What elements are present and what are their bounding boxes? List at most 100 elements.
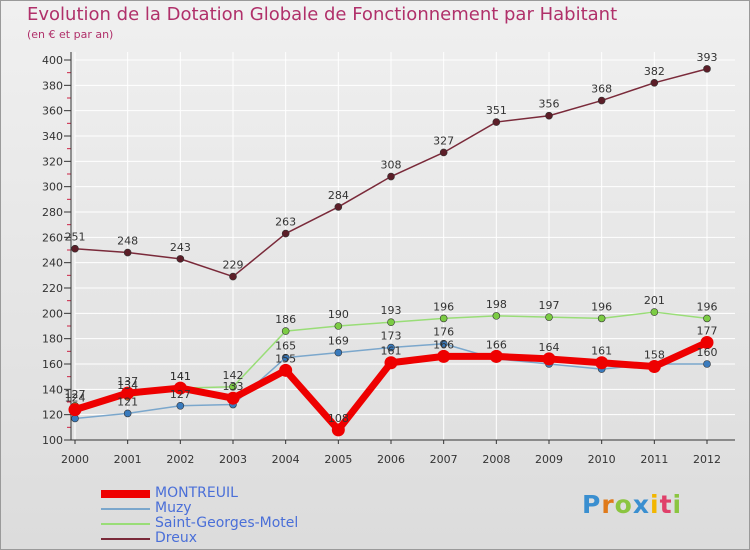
data-label-montreuil-2011: 158 [644,349,665,362]
point-dreux-2004 [281,229,290,238]
data-label-saint-georges-motel-2012: 196 [697,300,718,313]
point-dreux-2000 [71,244,79,253]
data-label-saint-georges-motel-2010: 196 [591,300,612,313]
logo-letter: i [672,490,683,519]
data-label-saint-georges-motel-2002: 141 [170,370,191,383]
point-saint-georges-motel-2008 [492,312,501,320]
data-label-montreuil-2009: 164 [539,341,560,354]
point-montreuil-2002 [173,381,187,395]
data-label-montreuil-2005: 108 [328,412,349,425]
point-montreuil-2004 [279,363,293,377]
data-labels: 251 248 243 229 263 284 308 327 351 356 368 382 393 1… [65,51,718,425]
point-saint-georges-motel-2007 [439,314,448,323]
logo-letter: x [632,490,650,519]
legend-item-muzy: Muzy [100,500,400,516]
data-label-montreuil-2012: 177 [697,324,718,337]
point-montreuil-2005 [331,423,345,437]
y-tick-label: 160 [42,358,63,371]
legend-swatch-dreux [101,538,150,540]
point-montreuil-2011 [647,360,661,374]
point-montreuil-2006 [384,356,398,370]
point-saint-georges-motel-2009 [545,313,553,321]
data-label-dreux-2006: 308 [381,159,402,172]
data-label-saint-georges-motel-2006: 193 [381,304,402,317]
legend-swatch-muzy [101,508,150,510]
legend-label-saint-georges-motel: Saint-Georges-Motel [155,515,299,531]
point-muzy-2005 [334,348,343,357]
point-montreuil-2003 [226,391,240,405]
y-tick-label: 120 [42,409,63,422]
data-label-muzy-2012: 160 [697,346,718,359]
data-label-muzy-2006: 173 [381,330,402,343]
x-tick-label: 2005 [324,453,352,466]
point-dreux-2009 [545,111,553,120]
y-tick-label: 300 [42,181,63,194]
chart-title: Evolution de la Dotation Globale de Fonc… [27,4,618,25]
legend-swatch-saint-georges-motel [101,523,150,525]
point-saint-georges-motel-2012 [703,314,711,323]
point-montreuil-2007 [437,349,451,363]
data-label-saint-georges-motel-2003: 142 [223,369,244,382]
legend-label-montreuil: MONTREUIL [155,485,238,501]
x-tick-label: 2009 [535,453,563,466]
point-dreux-2008 [492,118,501,126]
x-tick-label: 2002 [166,453,194,466]
y-tick-label: 340 [42,130,63,143]
point-dreux-2002 [176,255,185,263]
point-montreuil-2000 [68,403,82,417]
point-dreux-2005 [334,203,343,211]
chart-subtitle: (en € et par an) [27,28,114,41]
legend: MONTREUIL Muzy Saint-Georges-Motel Dreux [100,485,400,546]
data-label-saint-georges-motel-2001: 134 [117,379,138,392]
point-saint-georges-motel-2004 [281,327,290,335]
series-lines [68,65,714,437]
logo-letter: o [614,490,633,519]
x-tick-label: 2011 [640,453,668,466]
legend-label-dreux: Dreux [155,530,197,546]
y-tick-label: 100 [42,434,63,447]
point-dreux-2011 [650,79,659,87]
x-tick-label: 2001 [114,453,142,466]
data-label-saint-georges-motel-2008: 198 [486,298,507,311]
data-label-dreux-2010: 368 [591,83,612,96]
data-label-saint-georges-motel-2009: 197 [539,299,560,312]
data-label-saint-georges-motel-2004: 186 [275,313,296,326]
y-tick-label: 240 [42,257,63,270]
point-muzy-2001 [123,409,132,418]
y-tick-label: 280 [42,206,63,219]
data-label-dreux-2001: 248 [117,235,138,248]
y-tick-label: 260 [42,231,63,244]
data-label-dreux-2008: 351 [486,104,507,117]
data-label-dreux-2012: 393 [697,51,718,64]
data-label-montreuil-2001: 137 [117,375,138,388]
y-tick-label: 360 [42,105,63,118]
data-label-dreux-2000: 251 [65,231,86,244]
point-muzy-2002 [176,401,185,410]
x-tick-label: 2004 [272,453,300,466]
data-label-dreux-2004: 263 [275,216,296,229]
y-tick-label: 400 [42,54,63,67]
data-label-dreux-2011: 382 [644,65,665,78]
legend-item-dreux: Dreux [100,530,400,546]
proxiti-logo: Proxiti [582,490,682,519]
point-saint-georges-motel-2006 [387,318,395,327]
point-montreuil-2010 [595,356,609,370]
point-saint-georges-motel-2010 [597,314,606,323]
data-label-saint-georges-motel-2011: 201 [644,294,665,307]
x-tick-label: 2008 [482,453,510,466]
x-tick-label: 2012 [693,453,721,466]
point-dreux-2003 [229,272,237,281]
point-dreux-2006 [387,172,395,181]
data-label-dreux-2005: 284 [328,189,349,202]
point-dreux-2012 [703,65,711,73]
y-tick-label: 380 [42,79,63,92]
x-tick-label: 2006 [377,453,405,466]
point-saint-georges-motel-2011 [650,308,659,316]
point-muzy-2012 [703,360,711,368]
logo-letter: i [650,490,660,519]
point-muzy-2004 [281,353,290,362]
data-label-muzy-2001: 121 [117,395,138,408]
data-label-montreuil-2002: 141 [170,370,191,383]
